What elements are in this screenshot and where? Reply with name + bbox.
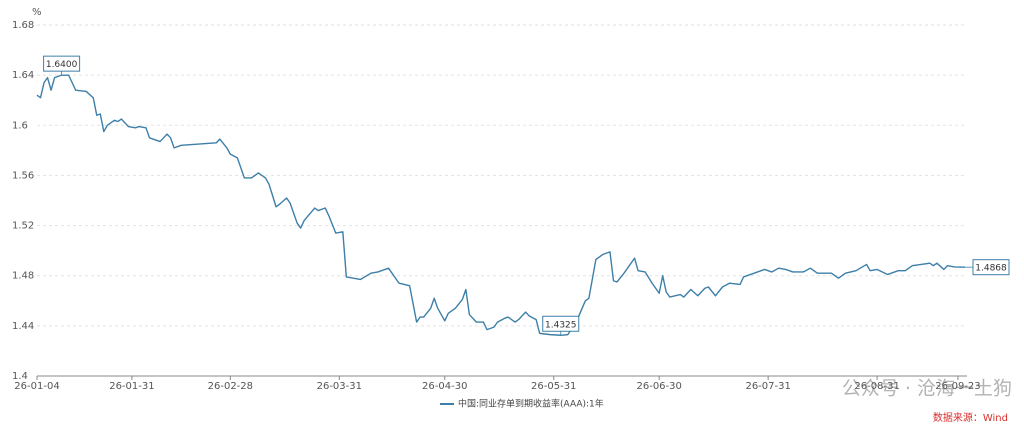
y-tick-label: 1.64	[12, 70, 34, 81]
y-tick-label: 1.56	[12, 170, 34, 181]
line-series	[36, 74, 966, 336]
x-tick-label: 26-01-04	[14, 381, 59, 392]
y-tick-label: 1.48	[12, 271, 34, 282]
source: 数据来源：Wind	[933, 411, 1008, 424]
x-tick-label: 26-06-30	[636, 381, 681, 392]
annotation-box	[43, 55, 81, 72]
y-unit: %	[32, 7, 42, 18]
y-tick-label: 1.52	[12, 221, 34, 232]
y-tick-label: 1.4	[12, 371, 28, 382]
y-tick-label: 1.6	[12, 120, 28, 131]
annotation: 1.4868	[965, 259, 1010, 276]
annotation-label: 1.4868	[975, 264, 1007, 274]
x-tick-label: 26-08-31	[854, 381, 899, 392]
x-tick-label: 26-05-31	[531, 381, 576, 392]
annotation-label: 1.6400	[46, 60, 78, 70]
x-tick-label: 26-02-28	[208, 381, 253, 392]
annotation: 1.6400	[43, 55, 81, 76]
annotation-label: 1.4325	[545, 320, 577, 330]
x-tick-label: 26-09-23	[935, 381, 980, 392]
annotation-box	[972, 259, 1010, 276]
y-tick-label: 1.68	[12, 20, 34, 31]
x-tick-label: 26-04-30	[422, 381, 467, 392]
x-tick-label: 26-07-31	[745, 381, 790, 392]
y-tick-label: 1.44	[12, 321, 34, 332]
x-tick-label: 26-01-31	[109, 381, 154, 392]
legend-label: 中国:同业存单到期收益率(AAA):1年	[458, 398, 604, 410]
annotation-box	[542, 315, 580, 332]
watermark: 公众号 · 沧海一土狗	[842, 378, 1012, 400]
annotation: 1.4325	[542, 315, 580, 336]
x-tick-label: 26-03-31	[317, 381, 362, 392]
